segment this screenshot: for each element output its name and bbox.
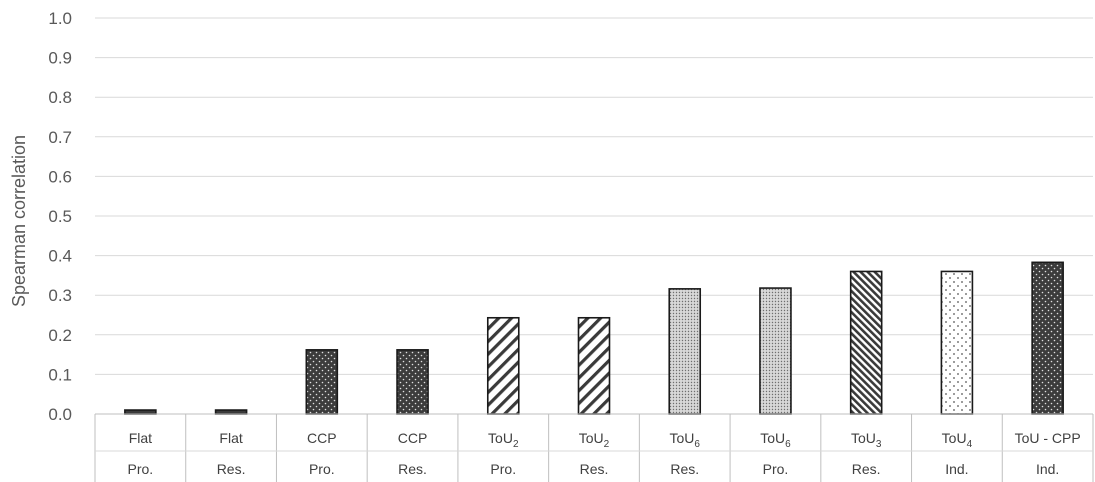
- bar: [759, 287, 792, 415]
- x-group-label: Res.: [217, 461, 246, 477]
- y-tick-label: 0.9: [48, 49, 72, 68]
- x-group-label: Pro.: [309, 461, 335, 477]
- y-tick-label: 0.8: [48, 88, 72, 107]
- bar: [849, 270, 883, 415]
- x-group-label: Pro.: [128, 461, 154, 477]
- y-tick-label: 0.7: [48, 128, 72, 147]
- bar: [396, 349, 429, 415]
- y-tick-label: 0.6: [48, 167, 72, 186]
- bar: [940, 270, 974, 415]
- bar: [486, 316, 520, 415]
- x-tick-label: ToU3: [851, 430, 882, 450]
- y-tick-label: 0.2: [48, 326, 72, 345]
- bar: [1031, 261, 1064, 415]
- x-tick-label: ToU2: [579, 430, 610, 450]
- bar: [577, 316, 611, 415]
- x-group-label: Res.: [398, 461, 427, 477]
- y-tick-label: 1.0: [48, 9, 72, 28]
- x-tick-label: CCP: [307, 430, 337, 446]
- x-axis: Flat Pro. Flat Res. CCP Pro. CCP Res. ToU2 Pro. To…: [94, 413, 1094, 482]
- x-tick-label: ToU6: [760, 430, 791, 450]
- y-tick-label: 0.5: [48, 207, 72, 226]
- x-tick-label: ToU4: [942, 430, 973, 450]
- bar: [124, 409, 157, 415]
- x-group-label: Res.: [670, 461, 699, 477]
- x-tick-label: Flat: [129, 430, 152, 446]
- bar: [305, 349, 339, 415]
- bar: [214, 409, 248, 415]
- bars: [124, 261, 1064, 415]
- x-group-label: Ind.: [1036, 461, 1059, 477]
- x-group-label: Ind.: [945, 461, 968, 477]
- y-tick-label: 0.0: [48, 405, 72, 424]
- x-tick-label: ToU6: [669, 430, 700, 450]
- x-group-label: Pro.: [763, 461, 789, 477]
- x-tick-label: ToU2: [488, 430, 519, 450]
- y-tick-label: 0.4: [48, 247, 72, 266]
- gridlines: [95, 17, 1093, 375]
- x-tick-label: CCP: [398, 430, 428, 446]
- y-axis-ticks: 0.0 0.1 0.2 0.3 0.4 0.5 0.6 0.7 0.8 0.9 1.0: [48, 9, 72, 424]
- y-axis-title: Spearman correlation: [9, 135, 29, 307]
- x-group-label: Res.: [580, 461, 609, 477]
- y-tick-label: 0.3: [48, 286, 72, 305]
- y-tick-label: 0.1: [48, 365, 72, 384]
- x-group-label: Pro.: [490, 461, 516, 477]
- x-tick-label: ToU - CPP: [1015, 430, 1081, 446]
- x-group-label: Res.: [852, 461, 881, 477]
- x-tick-label: Flat: [219, 430, 242, 446]
- bar: [668, 288, 702, 415]
